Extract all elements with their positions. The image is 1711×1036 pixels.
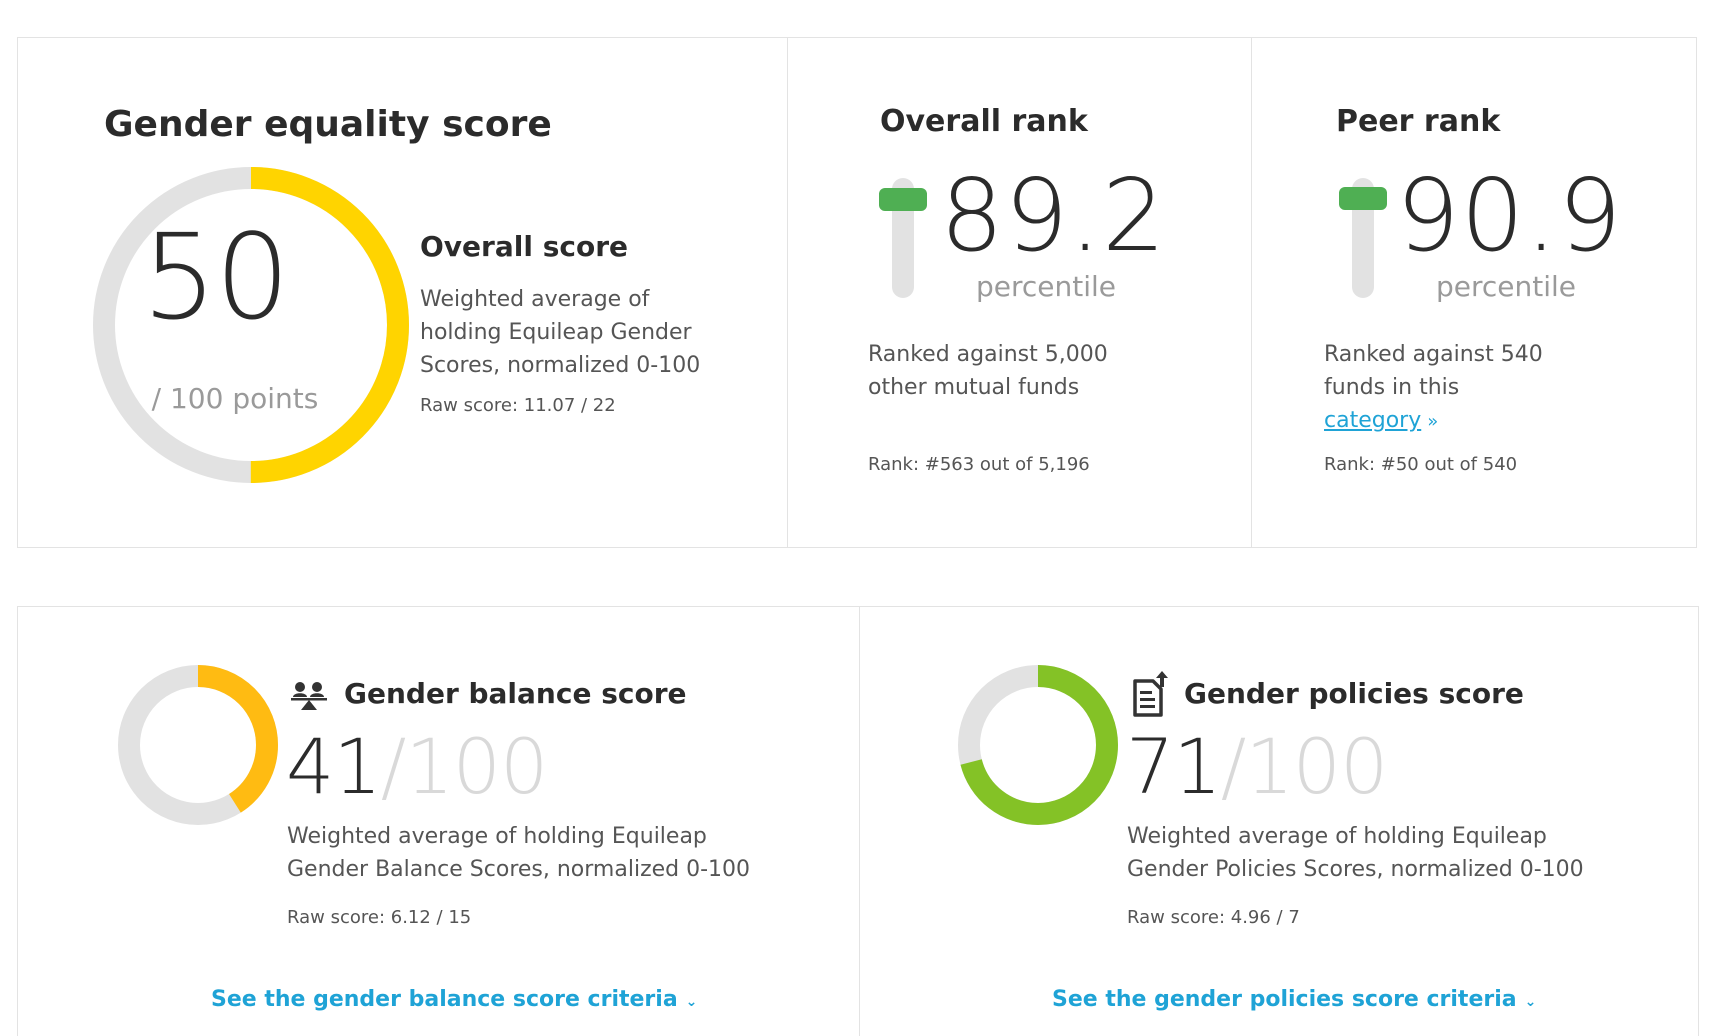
gender-balance-title: Gender balance score [344, 677, 687, 710]
column-divider [1251, 38, 1252, 547]
peer-rank-title: Peer rank [1336, 104, 1501, 139]
gender-policies-score: 71/100 [1126, 722, 1389, 811]
gender-balance-raw-score: Raw score: 6.12 / 15 [287, 907, 472, 928]
peer-rank-result: Rank: #50 out of 540 [1324, 454, 1518, 475]
overall-score-description: Weighted average of holding Equileap Gen… [420, 287, 701, 378]
gender-balance-score: 41/100 [286, 722, 549, 811]
overall-rank-gauge-marker [879, 188, 927, 212]
overall-score-value: 50 [141, 208, 290, 346]
gender-policies-raw-score: Raw score: 4.96 / 7 [1127, 907, 1300, 928]
gender-balance-description: Weighted average of holding Equileap Gen… [287, 824, 751, 882]
policies-score-denominator: /100 [1220, 722, 1389, 811]
category-link[interactable]: category [1324, 408, 1422, 433]
overall-donut-arc [93, 167, 409, 483]
gender-policies-description: Weighted average of holding Equileap Gen… [1127, 824, 1584, 882]
chevron-down-icon[interactable]: ⌄ [685, 994, 698, 1010]
peer-rank-description: Ranked against 540 funds in this categor… [1324, 338, 1564, 438]
gender-policies-donut [958, 665, 1118, 825]
peer-rank-gauge-marker [1339, 186, 1387, 210]
overall-rank-title: Overall rank [880, 104, 1088, 139]
balance-score-denominator: /100 [380, 722, 549, 811]
peer-rank-description-text: Ranked against 540 funds in this [1324, 342, 1543, 400]
peer-rank-value: 90.9 [1396, 157, 1623, 274]
balance-score-value: 41 [286, 722, 382, 811]
score-summary-panel: Gender equality score 50 / 100 points Ov… [17, 37, 1697, 548]
policies-criteria-link[interactable]: See the gender policies score criteria ⌄ [1052, 987, 1536, 1012]
points-label: / 100 points [151, 382, 319, 415]
peer-rank-unit: percentile [1436, 270, 1577, 303]
people-balance-icon [291, 682, 327, 710]
overall-rank-gauge-track [879, 178, 927, 298]
sub-scores-panel: Gender balance score 41/100 Weighted ave… [17, 606, 1699, 1036]
policies-score-value: 71 [1126, 722, 1222, 811]
overall-rank-value: 89.2 [940, 157, 1167, 274]
overall-raw-score: Raw score: 11.07 / 22 [420, 395, 616, 416]
column-divider [859, 607, 860, 1036]
double-chevron-right-icon[interactable]: » [1427, 411, 1439, 432]
overall-rank-description: Ranked against 5,000 other mutual funds [868, 342, 1108, 400]
peer-rank-gauge-track [1339, 178, 1387, 298]
balance-criteria-label[interactable]: See the gender balance score criteria [211, 987, 678, 1012]
policies-donut-arc [958, 665, 1118, 825]
policies-criteria-label[interactable]: See the gender policies score criteria [1052, 987, 1517, 1012]
chevron-down-icon[interactable]: ⌄ [1524, 994, 1537, 1010]
policy-document-icon [1133, 671, 1168, 717]
overall-rank-result: Rank: #563 out of 5,196 [868, 454, 1090, 475]
gender-equality-score-title: Gender equality score [104, 104, 552, 145]
balance-criteria-link[interactable]: See the gender balance score criteria ⌄ [211, 987, 697, 1012]
overall-rank-unit: percentile [976, 270, 1117, 303]
gender-balance-donut [118, 665, 278, 825]
overall-score-label: Overall score [420, 230, 628, 263]
overall-score-donut [93, 167, 409, 483]
column-divider [787, 38, 788, 547]
gender-policies-title: Gender policies score [1184, 677, 1524, 710]
balance-donut-arc [118, 665, 278, 825]
